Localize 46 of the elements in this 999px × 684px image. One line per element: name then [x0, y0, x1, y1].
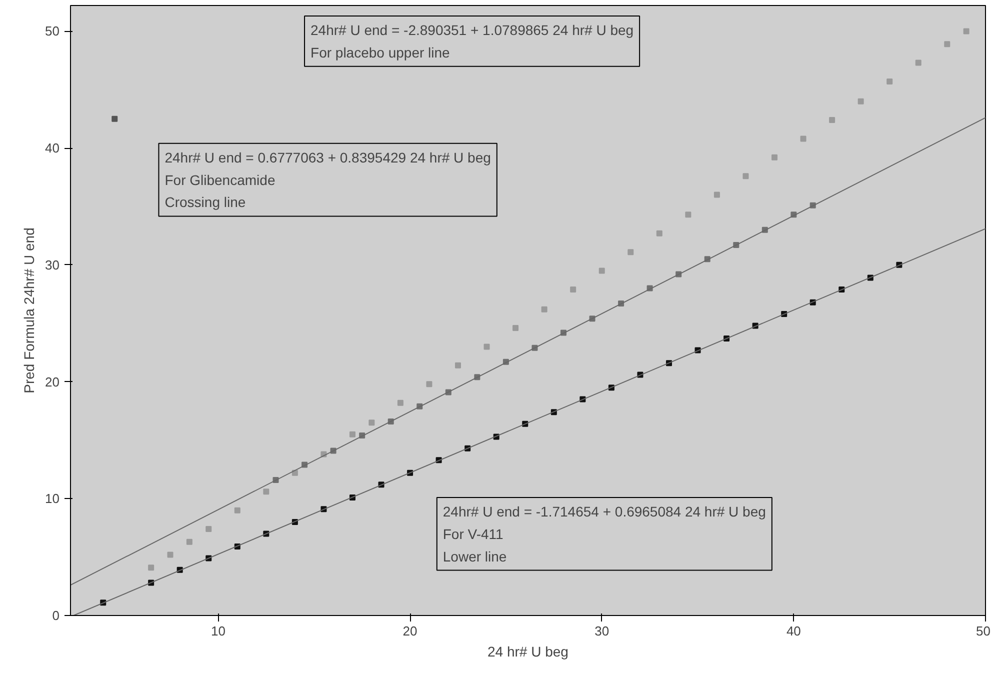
point — [349, 431, 356, 438]
y-axis-title: Pred Formula 24hr# U end — [21, 228, 38, 394]
y-tick-label: 0 — [52, 608, 60, 623]
y-tick-label: 50 — [45, 24, 60, 39]
point — [944, 41, 950, 48]
point — [112, 116, 118, 122]
annotation: 24hr# U end = -2.890351 + 1.0789865 24 hr# U beg For placebo upper line — [310, 22, 634, 60]
annotation: 24hr# U end = 0.6777063 + 0.8395429 24 hr# U beg For Glibencamide Crossing line — [164, 149, 491, 210]
y-tick-label: 10 — [45, 491, 60, 506]
point — [714, 192, 720, 198]
y-tick-label: 40 — [45, 140, 60, 156]
point — [454, 362, 461, 368]
point — [484, 344, 490, 350]
point — [771, 154, 778, 160]
point — [598, 268, 605, 274]
point — [742, 173, 749, 180]
x-tick-label: 20 — [402, 624, 418, 638]
point — [963, 28, 970, 34]
point — [656, 230, 662, 236]
point — [426, 381, 432, 388]
point — [186, 538, 192, 545]
y-tick-label: 30 — [45, 257, 60, 272]
point — [148, 564, 154, 571]
point — [800, 136, 806, 142]
annotation: 24hr# U end = -1.714654 + 0.6965084 24 hr# U beg For V-411 Lower line — [442, 503, 766, 564]
x-axis-title: 24 hr# U beg — [488, 644, 568, 660]
point — [858, 98, 864, 104]
point — [167, 552, 174, 558]
x-tick-label: 50 — [976, 624, 991, 638]
point — [541, 306, 548, 312]
point — [829, 117, 836, 124]
x-tick-label: 40 — [786, 624, 801, 638]
point — [570, 286, 576, 292]
point — [915, 60, 922, 66]
point — [512, 325, 519, 332]
y-tick-label: 20 — [45, 374, 60, 390]
point — [628, 249, 634, 256]
point — [263, 488, 270, 495]
x-tick-label: 30 — [594, 624, 610, 638]
point — [368, 420, 375, 426]
point — [886, 78, 893, 84]
point — [234, 507, 240, 514]
x-tick-label: 10 — [210, 624, 226, 638]
point — [685, 212, 692, 218]
point — [206, 526, 212, 532]
point — [397, 400, 404, 406]
